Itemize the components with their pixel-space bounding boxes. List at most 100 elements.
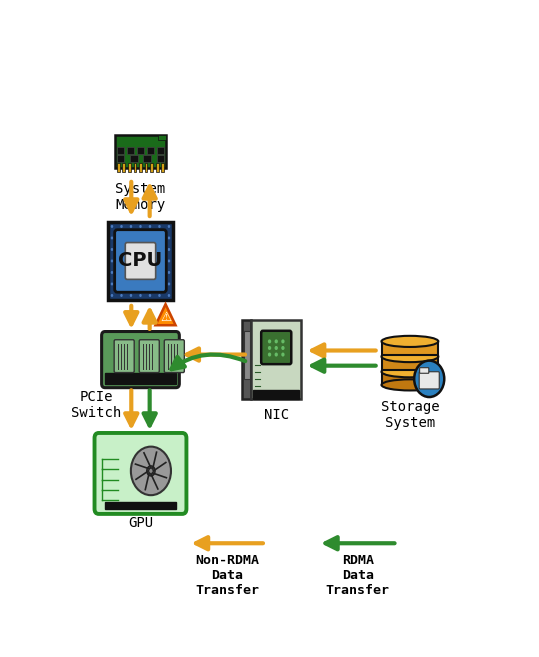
Bar — [117, 162, 120, 171]
Bar — [242, 321, 251, 399]
Bar — [128, 162, 131, 171]
Circle shape — [268, 353, 271, 357]
Circle shape — [120, 283, 123, 286]
Circle shape — [130, 294, 132, 297]
Circle shape — [168, 225, 170, 228]
Ellipse shape — [382, 336, 438, 347]
Circle shape — [168, 248, 170, 251]
Bar — [244, 330, 250, 378]
Circle shape — [414, 361, 444, 397]
Bar — [105, 373, 176, 384]
Text: Storage
System: Storage System — [381, 400, 439, 430]
Bar — [116, 147, 124, 154]
Circle shape — [110, 260, 113, 263]
Circle shape — [120, 294, 123, 297]
Bar — [161, 162, 164, 171]
Bar — [116, 155, 124, 162]
Circle shape — [274, 340, 278, 344]
Bar — [382, 342, 438, 355]
Circle shape — [274, 346, 278, 350]
FancyBboxPatch shape — [94, 433, 186, 514]
Circle shape — [130, 283, 132, 286]
Text: PCIe
Switch: PCIe Switch — [72, 390, 122, 420]
Circle shape — [120, 237, 123, 240]
Text: Non-RDMA
Data
Transfer: Non-RDMA Data Transfer — [195, 555, 259, 597]
Circle shape — [149, 469, 153, 473]
Bar — [158, 135, 165, 141]
Circle shape — [130, 225, 132, 228]
Circle shape — [281, 346, 285, 350]
Circle shape — [139, 294, 142, 297]
Bar — [147, 147, 154, 154]
FancyBboxPatch shape — [115, 230, 167, 292]
Circle shape — [268, 346, 271, 350]
Circle shape — [120, 260, 123, 263]
Bar — [137, 147, 144, 154]
Circle shape — [158, 294, 161, 297]
Circle shape — [139, 283, 142, 286]
Bar — [253, 390, 299, 399]
FancyBboxPatch shape — [251, 321, 301, 399]
Circle shape — [110, 225, 113, 228]
Circle shape — [281, 353, 285, 357]
FancyBboxPatch shape — [164, 340, 184, 373]
Circle shape — [110, 248, 113, 251]
Text: CPU: CPU — [119, 252, 163, 271]
FancyBboxPatch shape — [114, 340, 134, 373]
Circle shape — [120, 225, 123, 228]
Circle shape — [149, 294, 151, 297]
Bar — [382, 372, 438, 385]
Circle shape — [110, 283, 113, 286]
Bar — [130, 155, 137, 162]
FancyBboxPatch shape — [102, 332, 179, 388]
FancyBboxPatch shape — [420, 368, 429, 373]
Ellipse shape — [382, 351, 438, 362]
FancyBboxPatch shape — [419, 372, 439, 389]
Circle shape — [139, 225, 142, 228]
Circle shape — [158, 260, 161, 263]
Circle shape — [130, 237, 132, 240]
Bar — [122, 162, 125, 171]
Bar — [105, 502, 176, 509]
Circle shape — [120, 271, 123, 274]
Bar — [127, 147, 134, 154]
Circle shape — [158, 237, 161, 240]
Text: ⚠: ⚠ — [160, 311, 171, 324]
Circle shape — [139, 237, 142, 240]
Bar — [382, 357, 438, 370]
Circle shape — [149, 225, 151, 228]
Bar — [144, 162, 148, 171]
Circle shape — [158, 271, 161, 274]
Circle shape — [120, 248, 123, 251]
Circle shape — [168, 237, 170, 240]
Circle shape — [158, 283, 161, 286]
Circle shape — [168, 283, 170, 286]
Circle shape — [110, 271, 113, 274]
Circle shape — [158, 225, 161, 228]
Ellipse shape — [382, 366, 438, 377]
Circle shape — [147, 466, 155, 476]
Text: System
Memory: System Memory — [115, 181, 165, 212]
FancyBboxPatch shape — [261, 330, 291, 364]
FancyBboxPatch shape — [139, 340, 160, 373]
Bar — [157, 155, 164, 162]
Circle shape — [168, 294, 170, 297]
Bar — [139, 162, 142, 171]
Bar — [156, 162, 158, 171]
Circle shape — [110, 294, 113, 297]
FancyBboxPatch shape — [108, 222, 173, 300]
Circle shape — [274, 353, 278, 357]
FancyBboxPatch shape — [125, 242, 156, 279]
Ellipse shape — [382, 379, 438, 390]
Circle shape — [268, 340, 271, 344]
Circle shape — [149, 283, 151, 286]
Circle shape — [110, 237, 113, 240]
Bar — [157, 147, 164, 154]
Text: NIC: NIC — [264, 407, 289, 422]
Circle shape — [131, 447, 171, 495]
Bar — [134, 162, 136, 171]
Circle shape — [168, 271, 170, 274]
Polygon shape — [156, 304, 176, 325]
FancyBboxPatch shape — [115, 135, 165, 168]
Text: GPU: GPU — [128, 516, 153, 530]
